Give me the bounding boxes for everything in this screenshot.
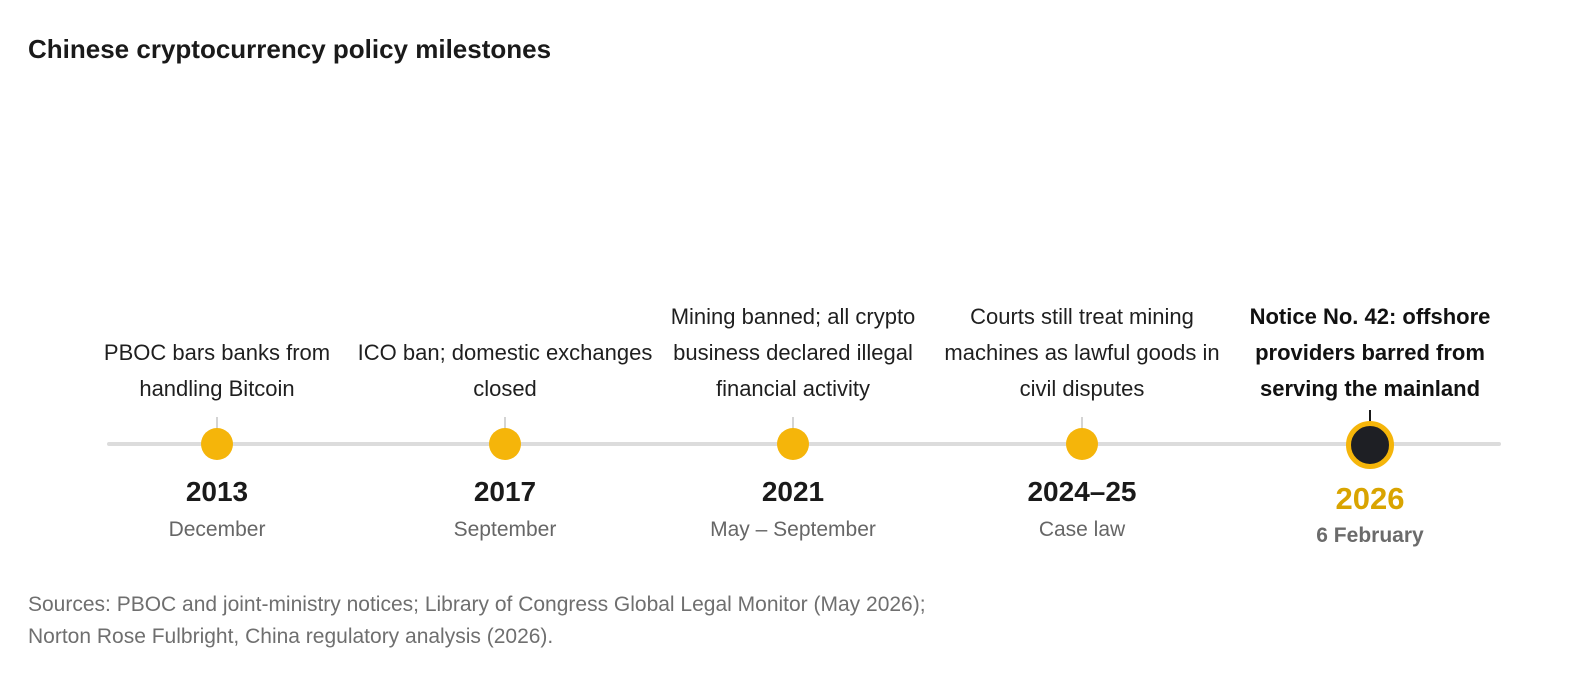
- milestone-description: Notice No. 42: offshore providers barred…: [1249, 304, 1491, 401]
- milestone-period: May – September: [710, 518, 876, 541]
- milestone-description: Mining banned; all crypto business decla…: [670, 304, 916, 401]
- milestone-2026: Notice No. 42: offshore providers barred…: [1220, 0, 1520, 696]
- milestone-year: 2017: [473, 476, 537, 507]
- milestone-2024-25: Courts still treat mining machines as la…: [932, 0, 1232, 696]
- milestone-period: September: [453, 518, 557, 541]
- milestone-marker: [777, 428, 809, 460]
- milestone-marker-highlighted: [1346, 421, 1394, 469]
- milestone-period: December: [168, 518, 266, 541]
- milestone-tick: [1369, 410, 1371, 424]
- milestone-period: 6 February: [1316, 524, 1424, 547]
- milestone-description: PBOC bars banks from handling Bitcoin: [103, 340, 331, 401]
- milestone-year: 2021: [761, 476, 825, 507]
- milestone-description: ICO ban; domestic exchanges closed: [357, 340, 653, 401]
- milestone-2017: ICO ban; domestic exchanges closed 2017 …: [355, 0, 655, 696]
- milestone-year: 2024–25: [1027, 476, 1137, 507]
- chart-title: Chinese cryptocurrency policy milestones: [28, 34, 552, 64]
- milestone-2013: PBOC bars banks from handling Bitcoin 20…: [67, 0, 367, 696]
- milestone-tick: [504, 417, 506, 433]
- milestone-marker: [1066, 428, 1098, 460]
- milestone-marker: [201, 428, 233, 460]
- milestone-year: 2013: [185, 476, 249, 507]
- milestone-tick: [1081, 417, 1083, 433]
- milestone-year: 2026: [1335, 481, 1405, 516]
- milestone-marker: [489, 428, 521, 460]
- milestone-period: Case law: [1038, 518, 1126, 541]
- milestone-2021: Mining banned; all crypto business decla…: [643, 0, 943, 696]
- milestone-description: Courts still treat mining machines as la…: [944, 304, 1220, 401]
- sources-note: Sources: PBOC and joint-ministry notices…: [28, 593, 926, 648]
- milestone-tick: [792, 417, 794, 433]
- milestone-tick: [216, 417, 218, 433]
